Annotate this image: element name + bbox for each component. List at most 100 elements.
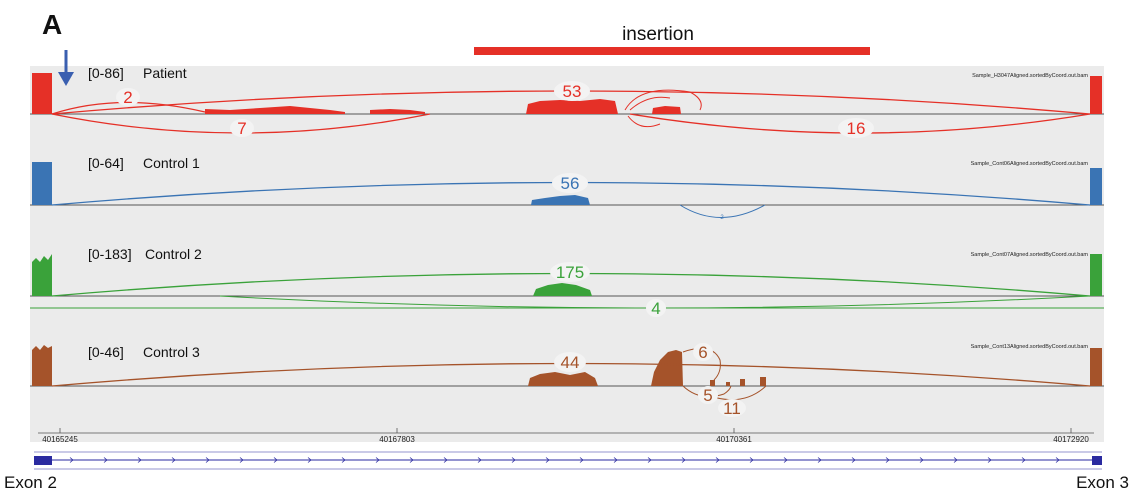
intron-chevron: [647, 457, 652, 463]
down-arrow-icon: [58, 50, 74, 86]
intron-chevron: [919, 457, 924, 463]
intron-chevron: [239, 457, 244, 463]
junction-count: 5: [703, 386, 712, 405]
junction-label-bg: [718, 399, 746, 417]
junction-count: 4: [651, 299, 660, 318]
intron-chevron: [137, 457, 142, 463]
coverage-exon-right: [1090, 76, 1102, 114]
ruler-tick-label: 40170361: [716, 435, 752, 444]
junction-label-bg: [646, 299, 666, 317]
intron-chevron: [1021, 457, 1026, 463]
coverage-small: [710, 380, 715, 386]
junction-count: 2: [720, 215, 724, 221]
junction-arc-2: [679, 204, 766, 218]
intron-chevron: [783, 457, 788, 463]
intron-chevron: [511, 457, 516, 463]
coverage-small: [740, 379, 745, 386]
intron-chevrons: [69, 457, 1060, 463]
ruler-tick-label: 40167803: [379, 435, 415, 444]
junction-count: 7: [237, 119, 246, 138]
track-control-3: 44 6 5 11 [0-46] Control 3 Sample_Cont13…: [30, 343, 1104, 418]
intron-chevron: [715, 457, 720, 463]
junction-label-bg: [230, 119, 254, 137]
track-control-2: 175 4 [0-183] Control 2 Sample_Cont07Ali…: [30, 246, 1104, 318]
coverage-exon-left: [32, 73, 52, 114]
intron-chevron: [171, 457, 176, 463]
coverage-insertion: [531, 195, 590, 205]
coverage-exon-left: [32, 254, 52, 296]
intron-chevron: [273, 457, 278, 463]
ruler-tick-label: 40172920: [1053, 435, 1089, 444]
junction-count: 2: [123, 88, 132, 107]
track-range: [0-183]: [88, 246, 132, 262]
intron-chevron: [953, 457, 958, 463]
coverage-exon-left: [32, 345, 52, 386]
gene-model: [34, 451, 1102, 470]
track-range: [0-86]: [88, 65, 124, 81]
coordinate-ruler: 40165245 40167803 40170361 40172920: [38, 428, 1094, 444]
intron-chevron: [409, 457, 414, 463]
track-name: Control 2: [145, 246, 202, 262]
coverage-insertion: [651, 350, 683, 386]
coverage-insertion: [533, 283, 592, 296]
junction-label-bg: [693, 343, 713, 361]
junction-label-bg: [554, 352, 586, 372]
intron-chevron: [885, 457, 890, 463]
intron-chevron: [477, 457, 482, 463]
coverage-intron: [370, 109, 425, 114]
intron-chevron: [817, 457, 822, 463]
junction-count: 16: [847, 119, 866, 138]
junction-count: 56: [561, 174, 580, 193]
coverage-insertion: [526, 99, 618, 114]
track-name: Control 1: [143, 155, 200, 171]
junction-label-bg: [698, 386, 718, 404]
coverage-exon-right: [1090, 348, 1102, 386]
junction-count: 44: [561, 353, 580, 372]
coverage-exon-left: [32, 162, 52, 205]
junction-label-bg: [552, 173, 588, 193]
junction-label-bg: [554, 81, 590, 101]
track-file: Sample_Cont13Aligned.sortedByCoord.out.b…: [971, 344, 1089, 350]
junction-label-bg: [116, 88, 140, 106]
track-file: Sample_H3047Aligned.sortedByCoord.out.ba…: [972, 73, 1088, 79]
track-range: [0-64]: [88, 155, 124, 171]
track-control-1: 56 2 [0-64] Control 1 Sample_Cont06Align…: [30, 155, 1104, 221]
track-patient: 53 2 7 16 [0-86] Patient Sample_H3047Ali…: [30, 65, 1104, 138]
junction-count: 11: [723, 399, 741, 418]
intron-chevron: [613, 457, 618, 463]
intron-chevron: [851, 457, 856, 463]
track-name: Control 3: [143, 344, 200, 360]
intron-chevron: [307, 457, 312, 463]
coverage-insertion: [652, 106, 681, 114]
exon-2-label: Exon 2: [4, 473, 57, 492]
exon-3-label: Exon 3: [1076, 473, 1129, 492]
track-name: Patient: [143, 65, 187, 81]
intron-chevron: [579, 457, 584, 463]
track-file: Sample_Cont07Aligned.sortedByCoord.out.b…: [971, 252, 1089, 258]
intron-chevron: [749, 457, 754, 463]
coverage-insertion: [528, 372, 598, 386]
intron-chevron: [69, 457, 74, 463]
junction-count: 6: [698, 343, 707, 362]
coverage-small: [760, 377, 766, 386]
intron-chevron: [341, 457, 346, 463]
coverage-exon-right: [1090, 168, 1102, 205]
coverage-exon-right: [1090, 254, 1102, 296]
ruler-tick-label: 40165245: [42, 435, 78, 444]
coverage-small: [726, 382, 730, 386]
intron-chevron: [1055, 457, 1060, 463]
junction-arc-5: [682, 385, 732, 398]
junction-count: 53: [563, 82, 582, 101]
panel-letter: A: [42, 9, 62, 40]
intron-chevron: [103, 457, 108, 463]
intron-chevron: [545, 457, 550, 463]
junction-label-bg: [838, 118, 874, 138]
intron-chevron: [375, 457, 380, 463]
insertion-bar: [474, 47, 870, 55]
insertion-label: insertion: [622, 24, 694, 45]
coverage-intron: [205, 106, 345, 114]
gene-exon-3: [1092, 456, 1102, 465]
intron-chevron: [443, 457, 448, 463]
intron-chevron: [681, 457, 686, 463]
